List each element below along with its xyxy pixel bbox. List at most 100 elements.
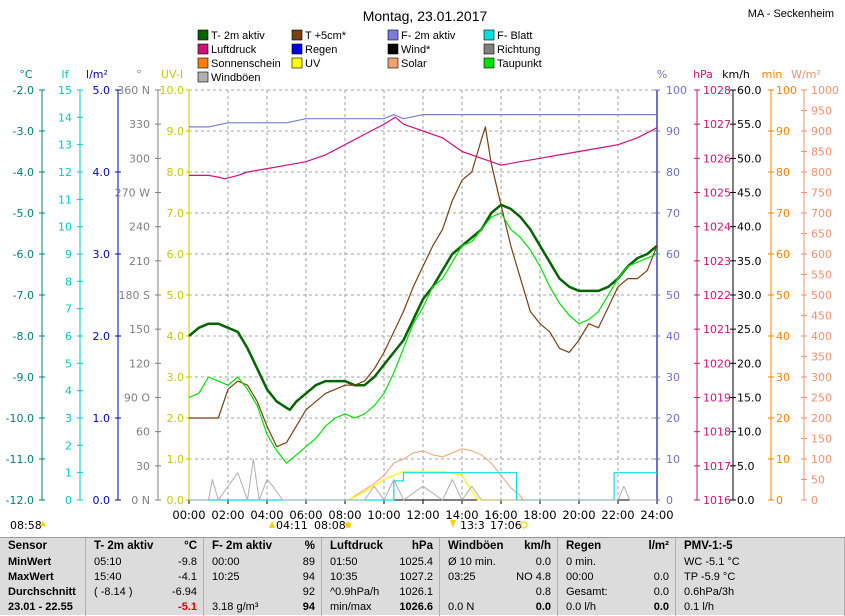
- axis-tick-label: 5.0: [93, 84, 111, 97]
- stats-value: 1027.2: [399, 571, 433, 583]
- stats-panel: Sensor MinWert MaxWert Durchschnitt 23.01 - …: [0, 537, 845, 616]
- uv-axis-unit: UV-I: [161, 68, 183, 81]
- marker-t1: 04:11: [276, 519, 308, 532]
- axis-tick-label: 13: [58, 139, 72, 152]
- axis-tick-label: 1000: [811, 84, 839, 97]
- stats-value: 0.0: [653, 601, 669, 613]
- series-line: [189, 458, 657, 501]
- stats-row: 01:50 1025.4: [322, 555, 439, 570]
- stats-cell: 00:00: [566, 571, 594, 583]
- axis-tick-label: 4.0: [167, 330, 185, 343]
- axis-tick-label: 180 S: [119, 289, 150, 302]
- dir-axis-unit: °: [136, 68, 142, 81]
- axis-tick-label: 14: [58, 111, 72, 124]
- stats-cell: 0.1 l/h: [684, 601, 714, 613]
- axis-tick-label: 50.0: [737, 152, 762, 165]
- axis-tick-label: -12.0: [6, 494, 34, 507]
- axis-tick-label: 3: [65, 412, 72, 425]
- series-line: [189, 126, 658, 448]
- stats-row: 03:25 NO 4.8: [440, 570, 557, 585]
- legend-swatch: [197, 71, 209, 83]
- series-line: [189, 116, 658, 180]
- stats-row: 00:00 0.0: [558, 570, 675, 585]
- axis-tick-label: 10.0: [737, 426, 762, 439]
- axis-tick-label: 1.0: [167, 453, 185, 466]
- grid: [188, 89, 658, 501]
- stats-cell: TP -5.9 °C: [684, 571, 736, 583]
- stats-value: 0.8: [535, 586, 551, 598]
- stats-row: Durchschnitt: [0, 585, 85, 600]
- stats-cell: Ø 10 min.: [448, 556, 496, 568]
- stats-cell: ^0.9hPa/h: [330, 586, 380, 598]
- axis-tick-label: 200: [811, 412, 832, 425]
- legend-label: F- Blatt: [497, 30, 532, 42]
- axis-tick-label: 11: [58, 193, 72, 206]
- axis-tick-label: 1.0: [93, 412, 111, 425]
- series-line: [188, 203, 658, 412]
- axis-tick-label: 6: [65, 330, 72, 343]
- stats-cell: 23.01 - 22.55: [8, 601, 73, 613]
- axis-tick-label: 600: [811, 248, 832, 261]
- stats-value: 0.0: [653, 586, 669, 598]
- stats-unit: km/h: [524, 540, 551, 552]
- axis-tick-label: 330: [129, 118, 150, 131]
- stats-cell: 10:35: [330, 571, 358, 583]
- stats-unit: l/m²: [648, 540, 669, 552]
- legend-label: F- 2m aktiv: [401, 30, 456, 42]
- stats-row: 92: [204, 585, 321, 600]
- axis-tick-label: 550: [811, 269, 832, 282]
- axis-tick-label: 4: [65, 385, 72, 398]
- stats-value: 1025.4: [399, 556, 433, 568]
- legend-label: Richtung: [497, 44, 540, 56]
- press-axis: 1028 1027 1026 1025 1024 1023 1022 1021 1020 1019…: [693, 68, 731, 507]
- stats-row: 0.6hPa/3h: [676, 585, 844, 600]
- axis-tick-label: 50: [666, 289, 680, 302]
- stats-value: -9.8: [178, 556, 197, 568]
- leaf-axis-unit: lf: [62, 68, 70, 81]
- legend-swatch: [197, 57, 209, 69]
- rain-axis-unit: l/m²: [86, 68, 108, 81]
- axis-tick-label: 15: [58, 84, 72, 97]
- time-tick-label: 22:00: [601, 508, 634, 522]
- time-tick-label: 10:00: [367, 508, 400, 522]
- stats-row: TP -5.9 °C: [676, 570, 844, 585]
- legend-swatch: [291, 57, 303, 69]
- stats-value: 94: [302, 571, 315, 583]
- axis-tick-label: 2: [65, 439, 72, 452]
- stats-header: Regen l/m²: [558, 538, 675, 555]
- axis-tick-label: 450: [811, 310, 832, 323]
- time-tick-label: 00:00: [172, 508, 205, 522]
- stats-row: 0 min.: [558, 555, 675, 570]
- down-arrow-icon: [450, 520, 456, 528]
- time-tick-label: 08:00: [328, 508, 361, 522]
- stats-cell: 0 min.: [566, 556, 596, 568]
- axis-tick-label: 30: [136, 460, 150, 473]
- chart-title: Montag, 23.01.2017: [363, 8, 488, 24]
- axis-tick-label: 9: [65, 248, 72, 261]
- axis-tick-label: -11.0: [6, 453, 34, 466]
- legend-swatch: [387, 57, 399, 69]
- axis-tick-label: 70: [776, 207, 790, 220]
- axis-tick-label: 30: [776, 371, 790, 384]
- time-tick-label: 16:00: [484, 508, 517, 522]
- up-arrow-icon: [269, 521, 275, 528]
- moon-icon: [520, 521, 528, 529]
- stats-value: -4.1: [178, 571, 197, 583]
- axis-tick-label: 10.0: [160, 84, 185, 97]
- stats-value: 0.0: [535, 601, 551, 613]
- legend-swatch: [291, 43, 303, 55]
- axis-tick-label: 90: [776, 125, 790, 138]
- axis-tick-label: 1022: [703, 289, 731, 302]
- sunrise-icon: [40, 521, 46, 526]
- axis-tick-label: 0: [65, 494, 72, 507]
- stats-cell: WC -5.1 °C: [684, 556, 740, 568]
- axis-tick-label: 30.0: [737, 289, 762, 302]
- legend-swatch: [483, 29, 495, 41]
- stats-row: 00:00 89: [204, 555, 321, 570]
- axis-tick-label: -5.0: [13, 207, 34, 220]
- axis-tick-label: 700: [811, 207, 832, 220]
- stats-cell: 3.18 g/m³: [212, 601, 259, 613]
- axis-tick-label: 25.0: [737, 323, 762, 336]
- solar-axis: 1000950900850800750700650600550500450400…: [791, 68, 839, 507]
- axis-tick-label: 3.0: [93, 248, 111, 261]
